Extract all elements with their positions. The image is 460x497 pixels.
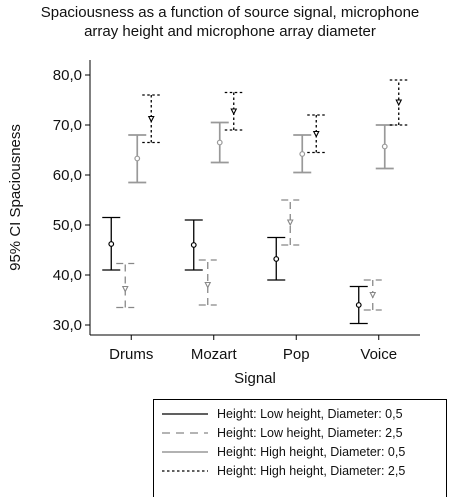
mean-marker [312, 130, 320, 138]
error-bar [281, 199, 300, 246]
x-tick-label: Drums [109, 346, 153, 363]
y-tick-label: 40,0 [53, 267, 82, 284]
error-bar [349, 285, 368, 325]
error-bar [375, 124, 394, 170]
x-axis-title: Signal [234, 370, 276, 387]
axes [85, 60, 420, 340]
y-tick-label: 70,0 [53, 117, 82, 134]
chart-marks [102, 79, 408, 325]
mean-marker [204, 281, 212, 289]
y-tick-label: 50,0 [53, 217, 82, 234]
legend-label: Height: High height, Diameter: 2,5 [217, 463, 406, 478]
error-bar [142, 94, 161, 144]
mean-marker [395, 99, 403, 107]
axis-labels: 30,0 40,0 50,0 60,0 70,0 80,0 Drums Mozart Pop Vo… [7, 67, 397, 387]
chart-plot: 30,0 40,0 50,0 60,0 70,0 80,0 Drums Mozart Pop Vo… [7, 60, 420, 387]
mean-marker [355, 302, 362, 308]
legend-item: Height: Low height, Diameter: 0,5 [154, 404, 403, 423]
y-axis-title: 95% CI Spaciousness [7, 124, 24, 271]
y-tick-label: 30,0 [53, 317, 82, 334]
legend-item: Height: Low height, Diameter: 2,5 [154, 423, 403, 442]
mean-marker [121, 285, 129, 293]
mean-marker [134, 155, 141, 162]
error-bar [307, 114, 326, 154]
error-bar [184, 219, 203, 271]
y-tick-label: 60,0 [53, 167, 82, 184]
legend-item: Height: High height, Diameter: 0,5 [154, 442, 405, 461]
mean-marker [273, 256, 280, 262]
mean-marker [230, 108, 238, 116]
error-bar [116, 262, 135, 309]
chart-title: Spaciousness as a function of source sig… [0, 3, 460, 41]
error-bar [198, 259, 217, 306]
error-bar [128, 134, 147, 184]
legend-label: Height: High height, Diameter: 0,5 [217, 444, 406, 459]
mean-marker [190, 242, 197, 248]
chart-title-line-1: Spaciousness as a function of source sig… [40, 4, 420, 21]
x-tick-label: Mozart [191, 346, 238, 363]
mean-marker [147, 115, 155, 123]
legend-swatch-low-0-5 [162, 412, 208, 415]
legend: Height: Low height, Diameter: 0,5 Height… [153, 399, 447, 497]
legend-label: Height: Low height, Diameter: 2,5 [217, 425, 403, 440]
error-bar [389, 79, 408, 126]
error-bar [102, 216, 121, 271]
x-tick-label: Voice [360, 346, 397, 363]
mean-marker [286, 219, 294, 227]
legend-swatch-high-2-5 [162, 469, 208, 472]
mean-marker [369, 291, 377, 299]
mean-marker [216, 139, 223, 146]
error-bar [224, 91, 243, 131]
mean-marker [299, 151, 306, 157]
legend-swatch-high-0-5 [162, 450, 208, 453]
legend-item: Height: High height, Diameter: 2,5 [154, 461, 405, 480]
x-tick-label: Pop [283, 346, 310, 363]
legend-swatch-low-2-5 [162, 431, 208, 434]
error-bar [210, 121, 229, 164]
error-bar [267, 236, 286, 281]
error-bar [293, 134, 312, 174]
chart-title-line-2: array height and microphone array diamet… [84, 23, 376, 40]
error-bar [363, 279, 382, 311]
y-tick-label: 80,0 [53, 67, 82, 84]
legend-label: Height: Low height, Diameter: 0,5 [217, 406, 403, 421]
mean-marker [381, 143, 388, 150]
mean-marker [108, 241, 115, 247]
